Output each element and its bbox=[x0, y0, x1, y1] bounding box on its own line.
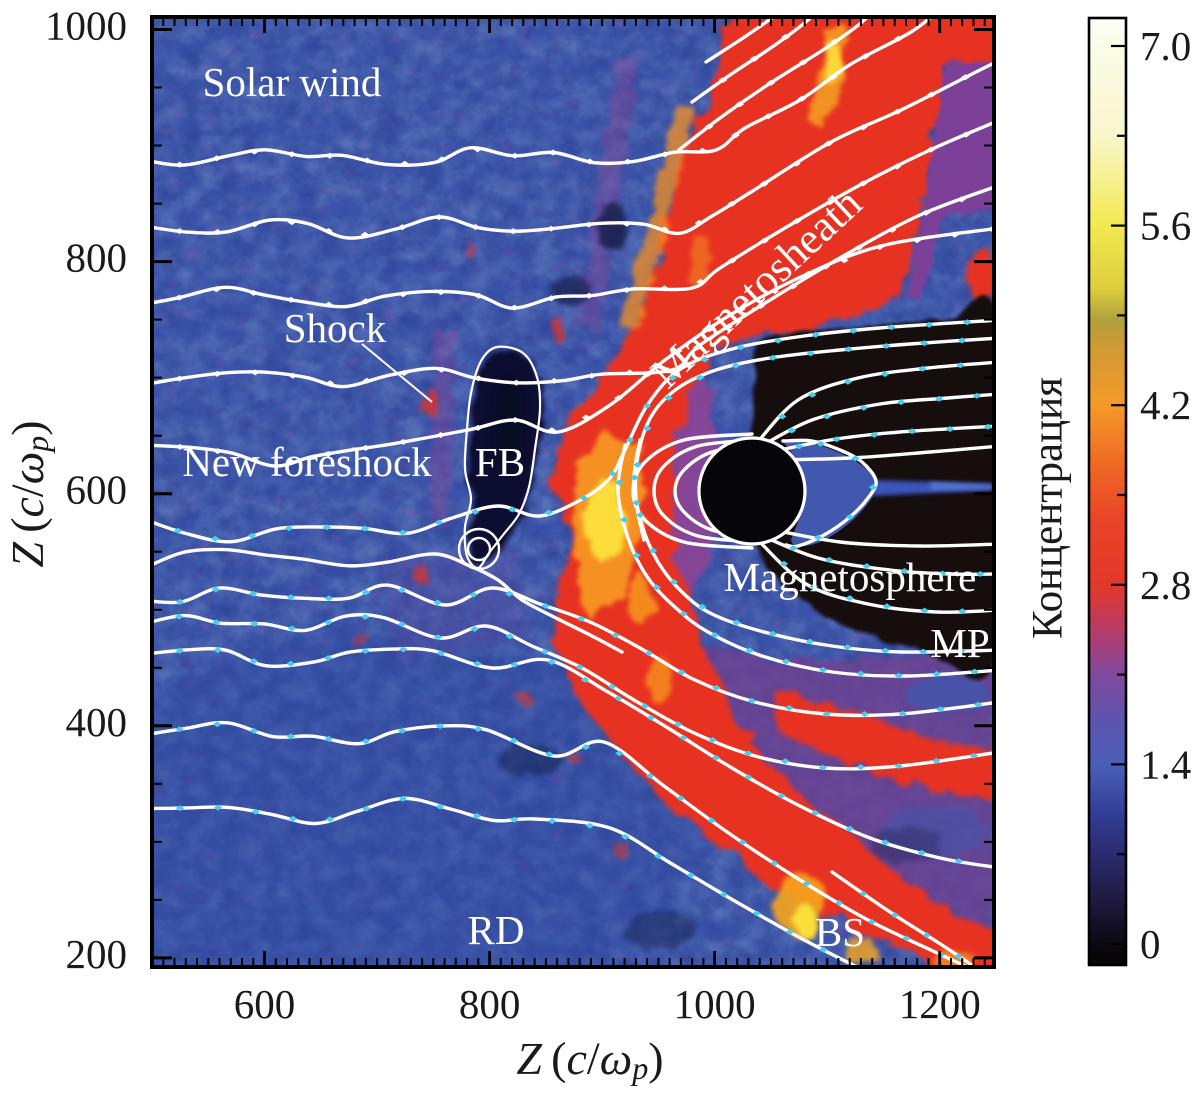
svg-text:5.6: 5.6 bbox=[1140, 203, 1191, 249]
svg-text:1.4: 1.4 bbox=[1140, 741, 1191, 787]
svg-text:7.0: 7.0 bbox=[1140, 23, 1191, 69]
svg-text:Magnetosphere: Magnetosphere bbox=[724, 554, 977, 600]
svg-text:2.8: 2.8 bbox=[1140, 562, 1191, 608]
svg-text:MP: MP bbox=[930, 620, 989, 666]
svg-text:Shock: Shock bbox=[284, 305, 387, 351]
svg-text:RD: RD bbox=[468, 907, 525, 953]
svg-text:1000: 1000 bbox=[45, 3, 127, 49]
svg-text:New foreshock: New foreshock bbox=[182, 439, 432, 485]
svg-text:600: 600 bbox=[234, 981, 296, 1027]
svg-text:BS: BS bbox=[815, 909, 865, 955]
svg-text:200: 200 bbox=[66, 931, 128, 977]
svg-text:4.2: 4.2 bbox=[1140, 382, 1191, 428]
svg-text:FB: FB bbox=[475, 439, 525, 485]
svg-text:0: 0 bbox=[1140, 921, 1161, 967]
svg-text:Z (c/ωp): Z (c/ωp) bbox=[2, 420, 56, 567]
svg-text:Solar wind: Solar wind bbox=[203, 59, 382, 105]
svg-text:1000: 1000 bbox=[674, 981, 756, 1027]
svg-text:400: 400 bbox=[66, 699, 128, 745]
svg-text:1200: 1200 bbox=[899, 981, 981, 1027]
svg-text:Концентрация: Концентрация bbox=[1025, 377, 1072, 639]
svg-text:800: 800 bbox=[459, 981, 521, 1027]
svg-text:600: 600 bbox=[66, 467, 128, 513]
svg-text:800: 800 bbox=[66, 235, 128, 281]
